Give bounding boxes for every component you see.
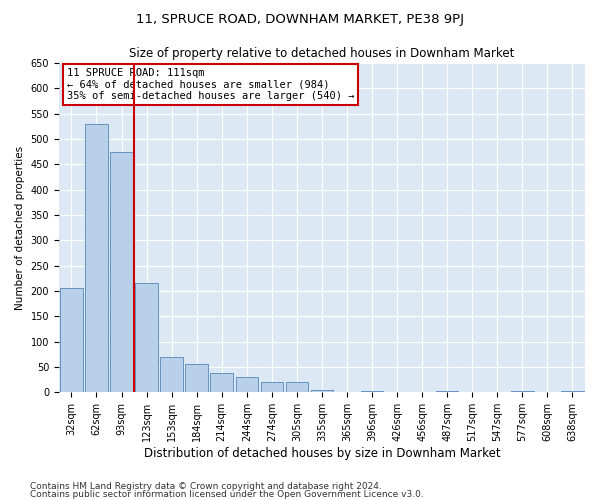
Bar bbox=[511, 390, 533, 392]
Bar bbox=[361, 390, 383, 392]
Bar bbox=[110, 152, 133, 392]
Bar bbox=[236, 377, 258, 392]
Bar bbox=[185, 364, 208, 392]
Text: Contains public sector information licensed under the Open Government Licence v3: Contains public sector information licen… bbox=[30, 490, 424, 499]
Bar bbox=[211, 373, 233, 392]
Text: 11, SPRUCE ROAD, DOWNHAM MARKET, PE38 9PJ: 11, SPRUCE ROAD, DOWNHAM MARKET, PE38 9P… bbox=[136, 12, 464, 26]
Bar bbox=[561, 390, 584, 392]
Text: Contains HM Land Registry data © Crown copyright and database right 2024.: Contains HM Land Registry data © Crown c… bbox=[30, 482, 382, 491]
X-axis label: Distribution of detached houses by size in Downham Market: Distribution of detached houses by size … bbox=[143, 447, 500, 460]
Text: 11 SPRUCE ROAD: 111sqm
← 64% of detached houses are smaller (984)
35% of semi-de: 11 SPRUCE ROAD: 111sqm ← 64% of detached… bbox=[67, 68, 354, 101]
Bar bbox=[436, 390, 458, 392]
Y-axis label: Number of detached properties: Number of detached properties bbox=[15, 146, 25, 310]
Bar bbox=[60, 288, 83, 392]
Title: Size of property relative to detached houses in Downham Market: Size of property relative to detached ho… bbox=[129, 48, 515, 60]
Bar bbox=[136, 284, 158, 392]
Bar bbox=[286, 382, 308, 392]
Bar bbox=[311, 390, 333, 392]
Bar bbox=[260, 382, 283, 392]
Bar bbox=[160, 357, 183, 392]
Bar bbox=[85, 124, 108, 392]
